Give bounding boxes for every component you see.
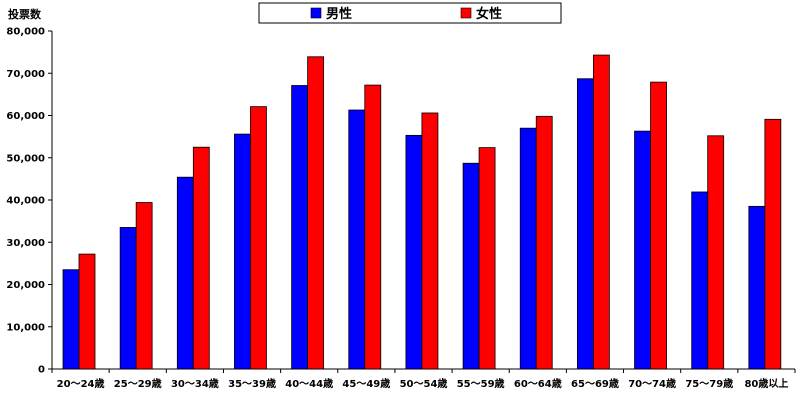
x-tick-label: 75～79歳 [685, 377, 733, 390]
bar-female [250, 106, 267, 370]
bar-female [650, 81, 667, 370]
y-tick-label: 0 [38, 365, 45, 376]
y-tick-label: 40,000 [6, 196, 45, 207]
bar-female [478, 147, 496, 370]
bar-male [576, 78, 594, 370]
bar-male [748, 205, 766, 370]
x-tick-label: 20～24歳 [57, 377, 105, 390]
bar-male [348, 109, 366, 370]
bar-male [119, 227, 137, 370]
legend-label-male: 男性 [326, 6, 352, 22]
legend-swatch-male [310, 7, 322, 19]
bar-female [421, 112, 439, 370]
bar-male [291, 85, 309, 370]
x-tick-label: 70～74歳 [628, 377, 676, 390]
y-tick-label: 50,000 [6, 153, 45, 164]
legend-box [258, 2, 562, 24]
bar-female [135, 202, 153, 370]
x-tick-label: 50～54歳 [400, 377, 448, 390]
x-tick-label: 35～39歳 [228, 377, 276, 390]
x-tick-label: 60～64歳 [514, 377, 562, 390]
bar-male [62, 269, 80, 370]
legend: 男性 女性 [258, 2, 562, 24]
x-tick-label: 80歳以上 [744, 377, 788, 390]
legend-label-female: 女性 [476, 6, 502, 22]
bar-female [307, 56, 325, 370]
x-tick-label: 25～29歳 [114, 377, 162, 390]
bar-male [405, 134, 423, 370]
bars-group [62, 54, 782, 370]
bar-male [519, 127, 537, 370]
y-tick-label: 70,000 [6, 69, 45, 80]
bar-female [364, 84, 382, 370]
y-tick-label: 80,000 [6, 27, 45, 38]
x-tick-label: 55～59歳 [457, 377, 505, 390]
bar-female [78, 253, 96, 370]
y-tick-label: 60,000 [6, 111, 45, 122]
bar-female [192, 146, 210, 370]
legend-swatch-female [460, 7, 472, 19]
tick-labels-group: 0 10,000 20,000 30,000 40,000 50,000 60,000 70,… [6, 27, 788, 391]
bar-female [707, 135, 725, 370]
bar-male [176, 176, 194, 370]
x-tick-label: 40～44歳 [285, 377, 333, 390]
bar-male [234, 133, 251, 370]
bar-male [462, 162, 480, 370]
y-tick-label: 20,000 [6, 280, 45, 291]
x-tick-label: 45～49歳 [342, 377, 390, 390]
bar-female [535, 115, 553, 370]
y-axis-title-group: 投票数 [8, 7, 42, 21]
bar-male [634, 130, 651, 370]
y-axis-title: 投票数 [8, 7, 42, 21]
bar-female [592, 54, 610, 370]
bar-male [691, 191, 709, 370]
bar-female [764, 118, 782, 370]
x-tick-label: 65～69歳 [571, 377, 619, 390]
y-tick-label: 30,000 [6, 238, 45, 249]
y-tick-label: 10,000 [6, 322, 45, 333]
x-tick-label: 30～34歳 [171, 377, 219, 390]
